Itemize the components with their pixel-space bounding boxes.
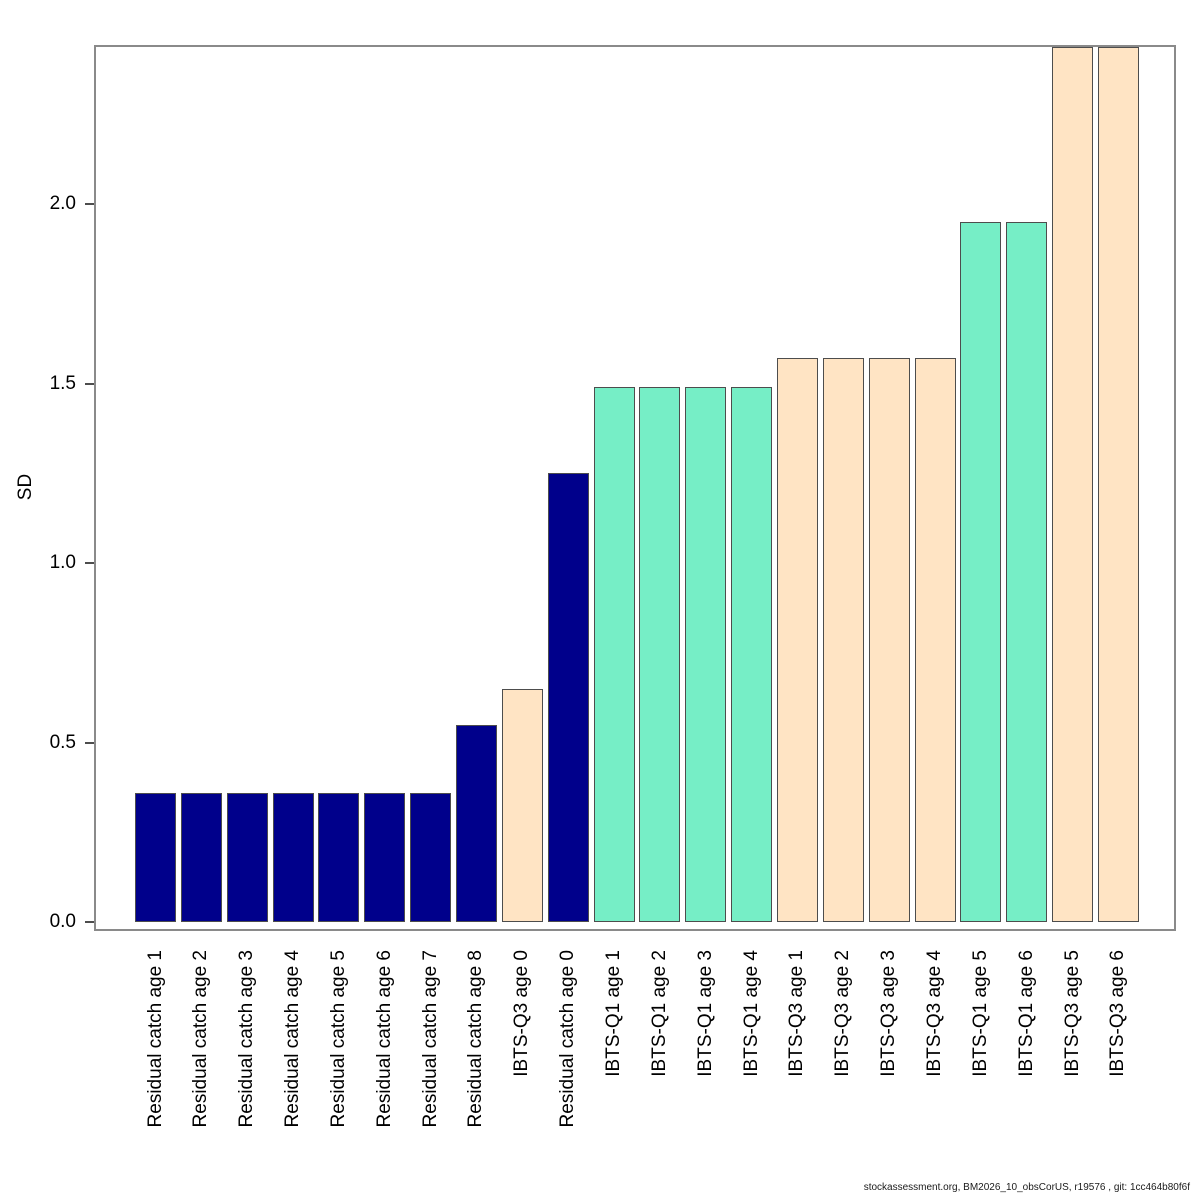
x-tick-label-residual-catch-age-8: Residual catch age 8	[465, 950, 487, 1128]
x-tick-label-residual-catch-age-2: Residual catch age 2	[190, 950, 212, 1128]
x-tick-label-ibts-q3-age-1: IBTS-Q3 age 1	[786, 950, 808, 1077]
x-tick-label-ibts-q3-age-0: IBTS-Q3 age 0	[511, 950, 533, 1077]
y-tick-mark	[85, 921, 94, 923]
x-tick-label-residual-catch-age-6: Residual catch age 6	[373, 950, 395, 1128]
x-tick-label-residual-catch-age-3: Residual catch age 3	[236, 950, 258, 1128]
bar-ibts-q3-age-4	[914, 358, 956, 922]
bar-ibts-q1-age-4	[731, 387, 773, 922]
y-tick-mark	[85, 562, 94, 564]
bar-residual-catch-age-2	[180, 793, 222, 922]
bar-ibts-q1-age-3	[685, 387, 727, 922]
x-tick-label-ibts-q3-age-3: IBTS-Q3 age 3	[878, 950, 900, 1077]
bar-residual-catch-age-0	[547, 473, 589, 922]
bar-ibts-q1-age-1	[593, 387, 635, 922]
x-tick-label-residual-catch-age-7: Residual catch age 7	[419, 950, 441, 1128]
bar-ibts-q1-age-6	[1006, 222, 1048, 922]
footer-note: stockassessment.org, BM2026_10_obsCorUS,…	[863, 1182, 1190, 1193]
bar-ibts-q3-age-3	[868, 358, 910, 922]
y-tick-label: 2.0	[49, 193, 76, 214]
x-tick-label-ibts-q1-age-4: IBTS-Q1 age 4	[740, 950, 762, 1077]
y-tick-label: 1.0	[49, 552, 76, 573]
bar-residual-catch-age-1	[135, 793, 176, 922]
bar-residual-catch-age-8	[455, 725, 497, 922]
bars-container	[96, 47, 1174, 929]
x-tick-label-ibts-q1-age-6: IBTS-Q1 age 6	[1015, 950, 1037, 1077]
x-tick-label-residual-catch-age-5: Residual catch age 5	[327, 950, 349, 1128]
plot-area	[94, 45, 1176, 931]
x-tick-label-ibts-q3-age-2: IBTS-Q3 age 2	[832, 950, 854, 1077]
bar-ibts-q1-age-2	[639, 387, 681, 922]
y-tick-mark	[85, 382, 94, 385]
x-tick-label-residual-catch-age-4: Residual catch age 4	[282, 950, 304, 1128]
bar-ibts-q1-age-5	[960, 222, 1002, 922]
x-tick-label-ibts-q1-age-5: IBTS-Q1 age 5	[969, 950, 991, 1077]
y-tick-label: 0.5	[49, 731, 76, 753]
bar-ibts-q3-age-6	[1097, 47, 1139, 922]
bar-ibts-q3-age-1	[776, 358, 818, 922]
x-tick-label-residual-catch-age-1: Residual catch age 1	[144, 950, 166, 1128]
bar-residual-catch-age-5	[318, 793, 360, 922]
bar-ibts-q3-age-2	[822, 358, 864, 922]
bar-residual-catch-age-6	[364, 793, 406, 922]
bar-ibts-q3-age-0	[501, 689, 543, 922]
y-tick-mark	[85, 741, 94, 744]
x-tick-label-ibts-q3-age-5: IBTS-Q3 age 5	[1061, 950, 1083, 1077]
y-tick-label: 1.5	[49, 372, 76, 394]
x-tick-label-ibts-q3-age-6: IBTS-Q3 age 6	[1107, 950, 1129, 1077]
bar-ibts-q3-age-5	[1052, 47, 1094, 922]
x-tick-label-ibts-q1-age-3: IBTS-Q1 age 3	[694, 950, 716, 1077]
bar-residual-catch-age-7	[410, 793, 452, 922]
bar-residual-catch-age-3	[226, 793, 268, 922]
y-axis-title: SD	[15, 473, 36, 501]
x-tick-label-ibts-q1-age-1: IBTS-Q1 age 1	[603, 950, 625, 1077]
y-tick-label: 0.0	[49, 911, 76, 932]
bar-residual-catch-age-4	[272, 793, 314, 922]
x-tick-label-ibts-q1-age-2: IBTS-Q1 age 2	[648, 950, 670, 1077]
y-tick-mark	[85, 203, 94, 205]
x-tick-label-residual-catch-age-0: Residual catch age 0	[557, 950, 579, 1128]
x-tick-label-ibts-q3-age-4: IBTS-Q3 age 4	[924, 950, 946, 1077]
